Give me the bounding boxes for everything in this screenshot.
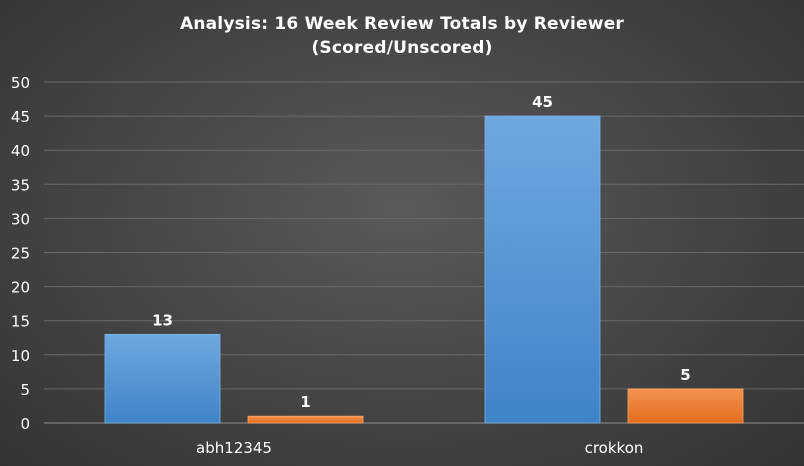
y-axis-ticks: 0 5 10 15 20 25 30 35 40 45 50 bbox=[11, 74, 30, 433]
x-axis-ticks: abh12345 crokkon bbox=[196, 439, 643, 457]
y-tick-label: 10 bbox=[11, 347, 30, 365]
data-label: 1 bbox=[300, 393, 310, 411]
bar-series-1-abh12345 bbox=[104, 333, 221, 424]
bar-series-2-crokkon bbox=[627, 388, 744, 424]
y-tick-label: 40 bbox=[11, 142, 30, 160]
bar-series-2-abh12345 bbox=[247, 415, 364, 424]
data-label: 13 bbox=[152, 311, 173, 329]
y-tick-label: 25 bbox=[11, 245, 30, 263]
y-tick-label: 35 bbox=[11, 176, 30, 194]
chart-subtitle: (Scored/Unscored) bbox=[311, 38, 493, 58]
y-tick-label: 15 bbox=[11, 313, 30, 331]
chart-title-block: Analysis: 16 Week Review Totals by Revie… bbox=[0, 12, 804, 60]
x-tick-label: abh12345 bbox=[196, 439, 272, 457]
data-label: 5 bbox=[680, 366, 690, 384]
x-tick-label: crokkon bbox=[585, 439, 644, 457]
chart-title: Analysis: 16 Week Review Totals by Revie… bbox=[179, 14, 625, 34]
y-tick-label: 50 bbox=[11, 74, 30, 92]
y-tick-label: 20 bbox=[11, 279, 30, 297]
y-tick-label: 30 bbox=[11, 210, 30, 228]
bar-series-1-crokkon bbox=[484, 115, 601, 424]
y-tick-label: 5 bbox=[20, 381, 30, 399]
data-labels: 13 1 45 5 bbox=[152, 93, 691, 411]
y-tick-label: 45 bbox=[11, 108, 30, 126]
y-tick-label: 0 bbox=[20, 415, 30, 433]
data-label: 45 bbox=[532, 93, 553, 111]
bars bbox=[104, 115, 744, 424]
